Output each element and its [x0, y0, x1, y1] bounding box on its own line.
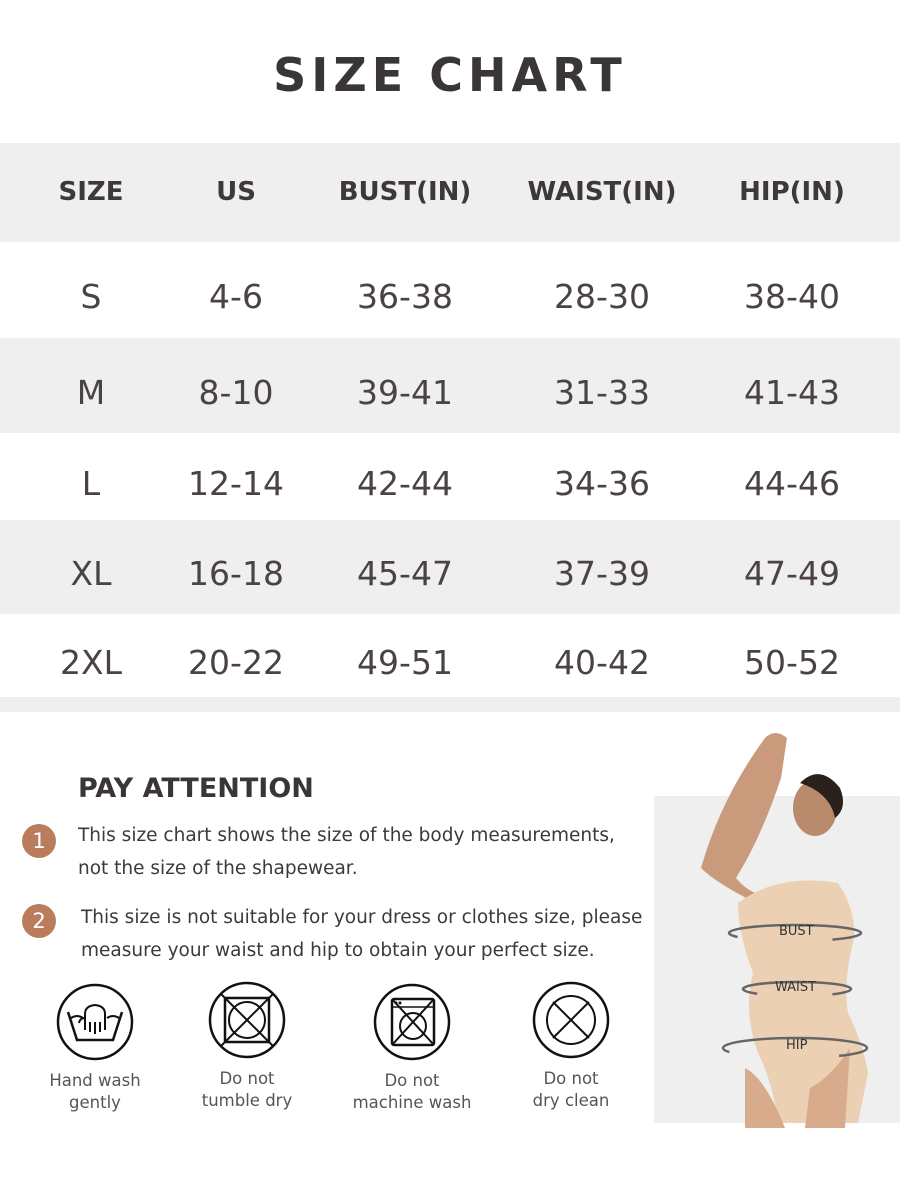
cell-bust: 42-44: [357, 464, 453, 503]
cell-size: 2XL: [60, 643, 122, 682]
table-row: S 4-6 36-38 28-30 38-40: [0, 242, 900, 338]
note-2-line-2: measure your waist and hip to obtain you…: [81, 940, 595, 961]
cell-bust: 49-51: [357, 643, 453, 682]
care-label-line-2: tumble dry: [201, 1091, 293, 1110]
cell-us: 20-22: [188, 643, 284, 682]
cell-hip: 38-40: [744, 277, 840, 316]
care-label-line-1: Hand wash: [49, 1071, 141, 1090]
table-row: 2XL 20-22 49-51 40-42 50-52: [0, 614, 900, 697]
cell-waist: 28-30: [554, 277, 650, 316]
no-machine-wash-icon: [373, 983, 451, 1061]
care-hand-wash: Hand wash gently: [15, 982, 175, 1114]
care-label-line-1: Do not: [219, 1069, 275, 1088]
header-waist: WAIST(IN): [527, 177, 677, 207]
hand-wash-icon: [56, 983, 134, 1061]
cell-waist: 34-36: [554, 464, 650, 503]
cell-us: 8-10: [198, 373, 274, 412]
table-footer-band: [0, 697, 900, 712]
table-row: M 8-10 39-41 31-33 41-43: [0, 338, 900, 433]
cell-size: M: [76, 373, 106, 412]
cell-us: 4-6: [209, 277, 263, 316]
note-1-line-2: not the size of the shapewear.: [78, 858, 358, 879]
no-tumble-dry-icon: [208, 981, 286, 1059]
cell-bust: 39-41: [357, 373, 453, 412]
no-dry-clean-icon: [532, 981, 610, 1059]
cell-us: 12-14: [188, 464, 284, 503]
cell-waist: 40-42: [554, 643, 650, 682]
header-bust: BUST(IN): [338, 177, 472, 207]
note-2-line-1: This size is not suitable for your dress…: [81, 907, 643, 928]
table-header: SIZE US BUST(IN) WAIST(IN) HIP(IN): [0, 143, 900, 242]
note-1: This size chart shows the size of the bo…: [78, 819, 615, 885]
bust-label: BUST: [779, 924, 814, 939]
care-label-line-2: dry clean: [532, 1091, 610, 1110]
measurement-rings: [721, 923, 869, 1060]
care-no-dry-clean: Do not dry clean: [491, 980, 651, 1112]
cell-size: L: [81, 464, 101, 503]
pay-attention-heading: PAY ATTENTION: [78, 773, 314, 804]
note-2: This size is not suitable for your dress…: [81, 901, 642, 967]
header-us: US: [216, 177, 256, 207]
note-number-2: 2: [22, 904, 56, 938]
cell-hip: 47-49: [744, 554, 840, 593]
header-hip: HIP(IN): [739, 177, 845, 207]
cell-us: 16-18: [188, 554, 284, 593]
cell-bust: 36-38: [357, 277, 453, 316]
note-1-line-1: This size chart shows the size of the bo…: [78, 825, 615, 846]
header-size: SIZE: [58, 177, 124, 207]
note-number-1: 1: [22, 824, 56, 858]
cell-hip: 50-52: [744, 643, 840, 682]
cell-waist: 37-39: [554, 554, 650, 593]
table-row: XL 16-18 45-47 37-39 47-49: [0, 520, 900, 614]
care-label-line-1: Do not: [543, 1069, 599, 1088]
care-no-tumble-dry: Do not tumble dry: [167, 980, 327, 1112]
hip-label: HIP: [786, 1038, 808, 1053]
cell-hip: 41-43: [744, 373, 840, 412]
cell-waist: 31-33: [554, 373, 650, 412]
cell-size: S: [80, 277, 102, 316]
care-label-line-1: Do not: [384, 1071, 440, 1090]
care-no-machine-wash: Do not machine wash: [332, 982, 492, 1114]
waist-label: WAIST: [775, 980, 817, 995]
cell-size: XL: [70, 554, 112, 593]
model-figure-illustration: [701, 733, 868, 1128]
page-title: SIZE CHART: [273, 48, 627, 102]
care-label-line-2: gently: [69, 1093, 121, 1112]
care-label-line-2: machine wash: [352, 1093, 472, 1112]
cell-bust: 45-47: [357, 554, 453, 593]
cell-hip: 44-46: [744, 464, 840, 503]
table-row: L 12-14 42-44 34-36 44-46: [0, 433, 900, 520]
